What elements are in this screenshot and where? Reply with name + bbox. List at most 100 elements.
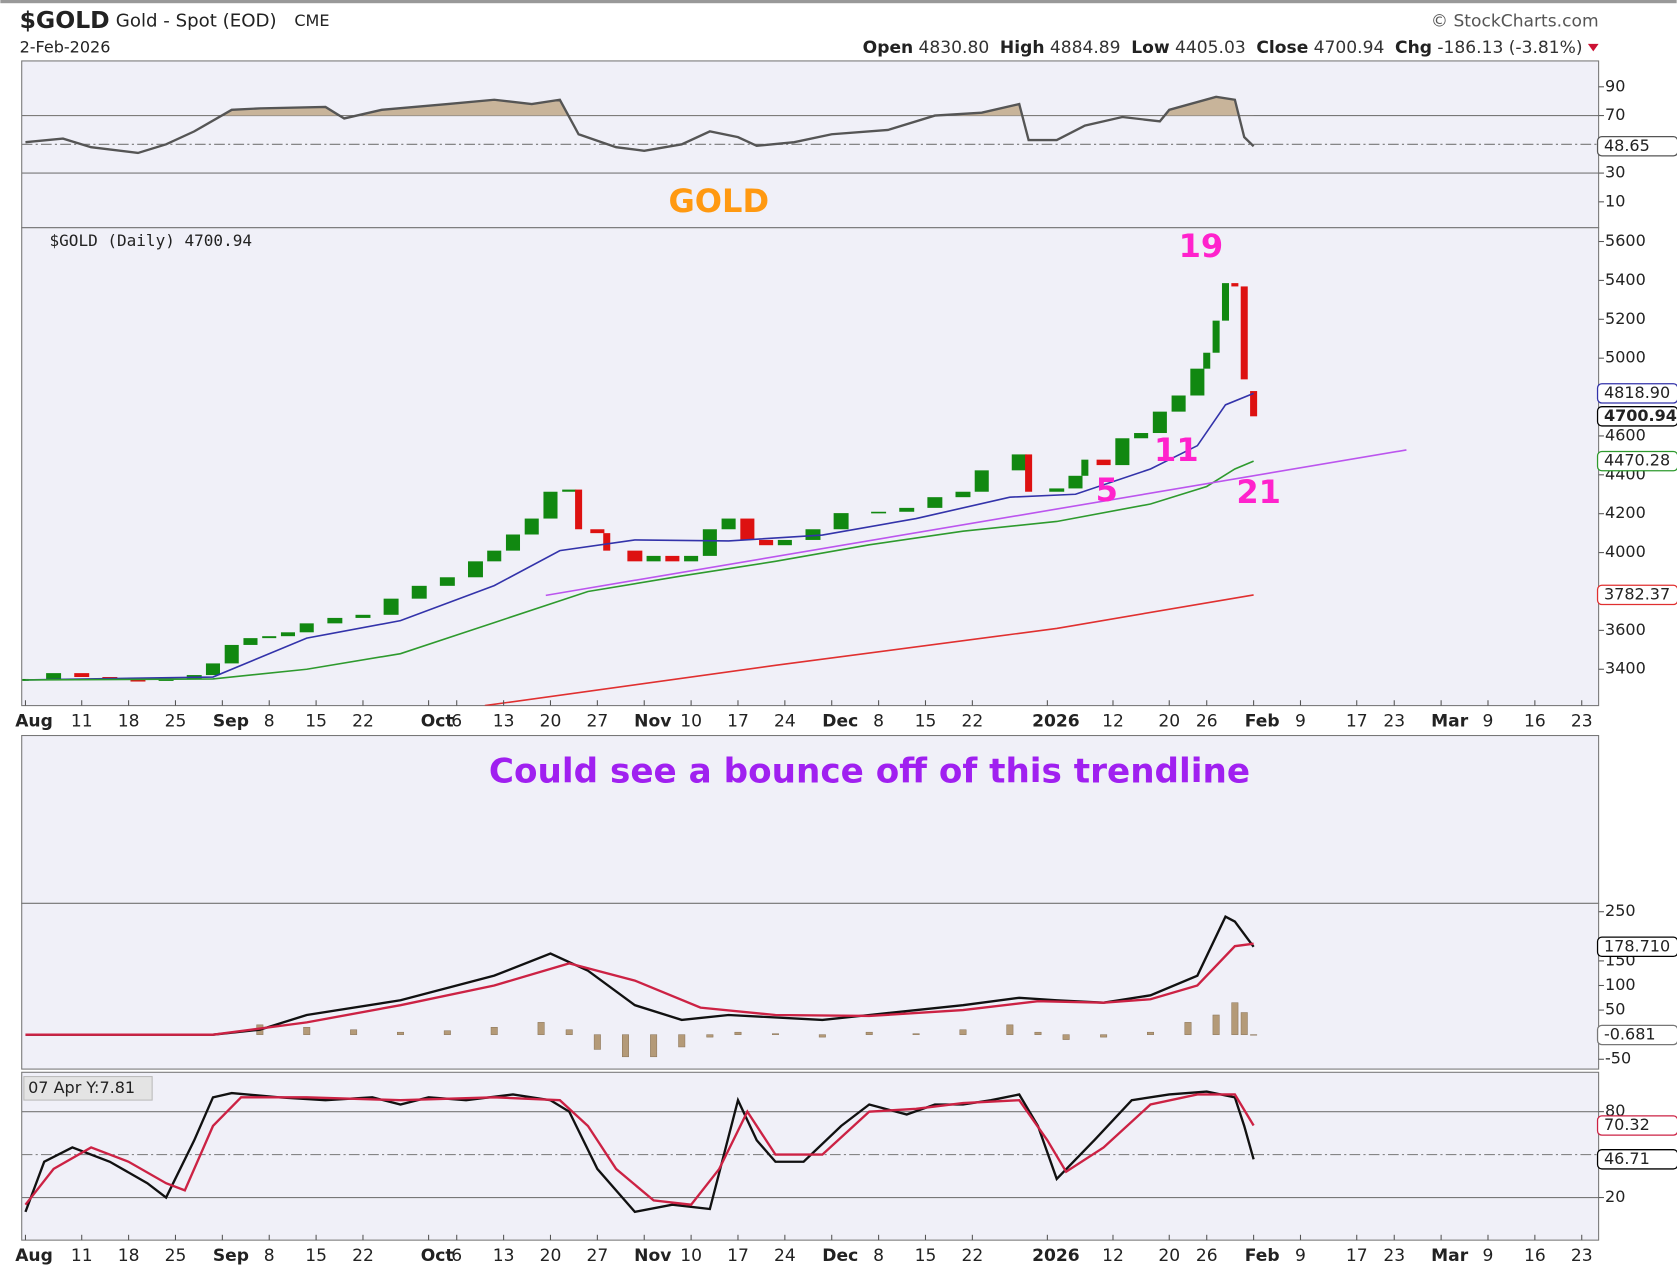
x-tick-label: 25 (165, 712, 187, 732)
candle (562, 489, 577, 492)
candle (505, 534, 521, 551)
series-line (25, 460, 1254, 681)
quote: Open 4830.80 High 4884.89 Low 4405.03 Close 470… (863, 38, 1583, 58)
x-tick-label: Aug (15, 712, 53, 732)
candle (280, 632, 296, 637)
x-tick-label: 23 (1571, 712, 1593, 732)
x-tick-label: 13 (493, 1246, 515, 1266)
annotation: 07 Apr Y:7.81 (28, 1078, 135, 1097)
histogram-bar (443, 1030, 451, 1035)
x-tick-label: 2026 (1032, 1246, 1080, 1266)
histogram-bar (734, 1031, 742, 1035)
histogram-bar (959, 1029, 967, 1035)
value-label: 48.65 (1604, 136, 1650, 155)
x-tick-label: 8 (264, 712, 275, 732)
value-label: 4818.90 (1604, 383, 1670, 402)
histogram-bar (1240, 1012, 1248, 1035)
candle (467, 561, 483, 578)
x-tick-label: 8 (873, 712, 884, 732)
quote-label: Open (863, 38, 914, 58)
candle (1134, 433, 1149, 439)
value-label-box (1596, 383, 1677, 404)
candle (805, 529, 821, 540)
candle (299, 623, 314, 633)
x-tick-label: 20 (1158, 712, 1180, 732)
down-arrow (1587, 43, 1599, 52)
candle (955, 491, 971, 498)
candle (702, 529, 717, 556)
candle (327, 617, 343, 624)
x-tick-label: 22 (352, 712, 374, 732)
y-tick-label: 90 (1605, 76, 1625, 95)
y-tick-label: 100 (1605, 975, 1636, 994)
y-tick-label: 4200 (1605, 503, 1646, 522)
plot (22, 283, 1407, 706)
value-label: -0.681 (1604, 1024, 1656, 1043)
candle (224, 644, 239, 664)
quote-label: Chg (1395, 38, 1432, 58)
y-tick-label: 70 (1605, 105, 1625, 124)
candle (130, 679, 146, 682)
x-tick-label: 9 (1295, 1246, 1306, 1266)
candle (1221, 283, 1230, 321)
plot (25, 915, 1258, 1058)
candle (1171, 395, 1186, 412)
x-tick-label: 12 (1102, 1246, 1124, 1266)
y-tick-label: 5400 (1605, 270, 1646, 289)
histogram-bar (1184, 1022, 1192, 1035)
histogram-bar (650, 1034, 658, 1058)
candle (899, 507, 915, 512)
candle (1096, 459, 1111, 466)
x-tick-label: Dec (822, 712, 858, 732)
quote-value: 4700.94 (1314, 38, 1385, 58)
x-tick-label: 20 (540, 712, 562, 732)
x-tick-label: 26 (1196, 712, 1218, 732)
histogram-bar (1250, 1034, 1258, 1036)
histogram-bar (1006, 1024, 1014, 1035)
histogram-bar (1147, 1031, 1154, 1035)
x-tick-label: 9 (1483, 1246, 1494, 1266)
value-label: 3782.37 (1604, 584, 1670, 603)
candle (1049, 488, 1065, 492)
x-tick-label: 12 (1102, 712, 1124, 732)
quote-value: 4884.89 (1050, 38, 1121, 58)
histogram-bar (1062, 1034, 1070, 1040)
candle (603, 533, 611, 551)
candle (1152, 411, 1167, 434)
candle (411, 585, 427, 599)
histogram-bar (678, 1034, 686, 1048)
y-tick-label: 4000 (1605, 542, 1646, 561)
wave-label: 21 (1236, 473, 1281, 511)
x-tick-label: 16 (1524, 712, 1546, 732)
y-tick-label: 50 (1605, 1000, 1625, 1019)
histogram-bar (1212, 1014, 1220, 1035)
candle (1203, 352, 1211, 369)
histogram-bar (537, 1022, 545, 1035)
x-tick-label: 11 (71, 1246, 93, 1266)
x-tick-label: Aug (15, 1246, 53, 1266)
x-tick-label: 23 (1571, 1246, 1593, 1266)
x-tick-label: Feb (1245, 712, 1280, 732)
x-tick-label: Oct (421, 712, 454, 732)
x-tick-label: Mar (1431, 712, 1469, 732)
x-tick-label: 2026 (1032, 712, 1080, 732)
series-line (25, 942, 1254, 1036)
candle (205, 663, 221, 676)
candle (243, 638, 258, 645)
x-tick-label: 13 (493, 712, 515, 732)
x-tick-label: 25 (165, 1246, 187, 1266)
candle (927, 497, 943, 508)
candle (1240, 286, 1248, 380)
quote-value: -186.13 (-3.81%) (1437, 38, 1582, 58)
panel (21, 227, 1600, 707)
x-tick-label: 15 (305, 712, 327, 732)
histogram-bar (912, 1033, 920, 1035)
histogram-bar (818, 1034, 826, 1038)
candle (721, 518, 736, 530)
value-label-box (1596, 136, 1677, 157)
x-tick-label: Oct (421, 1246, 454, 1266)
quote-label: Low (1131, 38, 1170, 58)
value-label-box (1596, 584, 1677, 606)
x-tick-label: 17 (727, 1246, 749, 1266)
